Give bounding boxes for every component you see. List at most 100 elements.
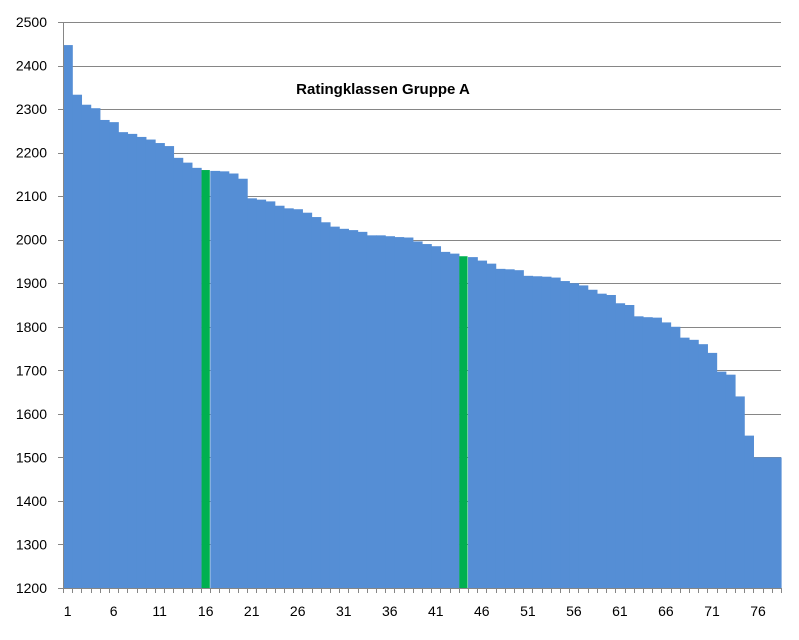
y-tick-label-1300: 1300	[16, 536, 47, 552]
x-tick-label-46: 46	[474, 603, 490, 619]
x-tick-label-21: 21	[244, 603, 260, 619]
y-tick-label-1500: 1500	[16, 449, 47, 465]
bar-46	[477, 260, 488, 588]
bar-25	[283, 208, 294, 588]
bar-32	[348, 230, 359, 589]
bar-57	[578, 285, 589, 588]
bar-29	[320, 222, 331, 588]
bar-41	[431, 246, 442, 588]
bar-77	[762, 457, 773, 588]
bar-74	[734, 396, 745, 588]
y-tick-label-2300: 2300	[16, 101, 47, 117]
bar-6	[109, 122, 119, 588]
bar-20	[237, 178, 248, 589]
bar-73	[725, 374, 736, 588]
y-tick-label-2200: 2200	[16, 145, 47, 161]
bar-8	[127, 133, 138, 588]
bar-39	[412, 241, 423, 588]
bar-43	[449, 253, 460, 588]
bar-14	[182, 162, 193, 588]
bar-70	[698, 344, 708, 588]
bar-7	[118, 132, 129, 588]
x-tick-label-41: 41	[428, 603, 444, 619]
bar-30	[329, 226, 340, 588]
bar-19	[228, 173, 239, 588]
bar-53	[541, 276, 552, 588]
bar-54	[550, 277, 561, 588]
bar-55	[560, 281, 570, 588]
bar-15	[191, 167, 202, 588]
x-tick-label-11: 11	[152, 603, 167, 619]
bar-60	[606, 294, 616, 588]
bar-50	[514, 270, 524, 588]
bar-33	[357, 231, 368, 589]
bar-68	[679, 337, 690, 588]
bar-75	[744, 435, 754, 588]
bar-76	[753, 457, 764, 588]
x-tick-label-1: 1	[64, 603, 72, 619]
bar-31	[339, 228, 349, 588]
bar-38	[403, 237, 414, 588]
y-tick-label-2400: 2400	[16, 58, 47, 74]
bar-9	[136, 136, 147, 588]
bar-37	[394, 237, 405, 588]
bar-56	[569, 283, 580, 588]
bar-4	[90, 108, 101, 589]
bar-66	[661, 322, 672, 588]
y-tick-label-1900: 1900	[16, 275, 47, 291]
chart-title: Ratingklassen Gruppe A	[296, 81, 470, 98]
bar-5	[99, 119, 110, 589]
bar-51	[523, 275, 534, 588]
bar-78	[771, 457, 782, 588]
bar-24	[274, 205, 285, 589]
bar-21	[247, 198, 257, 588]
bar-67	[670, 326, 681, 588]
y-tick-label-1200: 1200	[16, 580, 47, 596]
bar-2	[72, 94, 83, 589]
x-tick-label-71: 71	[704, 603, 720, 619]
bar-36	[385, 236, 395, 588]
bar-17	[210, 170, 221, 588]
bar-45	[468, 257, 478, 588]
bar-18	[219, 171, 230, 588]
y-tick-labels: 1200 1300 1400 1500 1600 1700 1800 1900 2000 2100…	[16, 14, 47, 596]
bar-65	[652, 317, 662, 588]
bar-49	[504, 269, 515, 588]
x-tick-label-76: 76	[750, 603, 766, 619]
bar-22	[256, 199, 267, 588]
bars	[63, 45, 782, 589]
bar-64	[642, 317, 653, 588]
y-tick-label-2000: 2000	[16, 232, 47, 248]
bar-63	[633, 316, 644, 588]
bar-72	[716, 371, 727, 588]
bar-10	[145, 139, 156, 589]
bar-71	[707, 352, 718, 588]
bar-48	[495, 268, 506, 588]
bar-28	[311, 217, 322, 589]
bar-58	[587, 289, 598, 588]
highlight-bar-44	[459, 256, 468, 588]
x-tick-label-61: 61	[612, 603, 628, 619]
x-tick-label-56: 56	[566, 603, 582, 619]
x-tick-label-16: 16	[198, 603, 214, 619]
highlight-bar-16	[201, 170, 210, 588]
bar-40	[422, 244, 432, 589]
x-tick-label-51: 51	[520, 603, 536, 619]
bar-11	[155, 143, 165, 589]
y-tick-label-1600: 1600	[16, 406, 47, 422]
bar-42	[440, 251, 451, 588]
bar-61	[615, 303, 626, 588]
bar-23	[265, 201, 276, 588]
y-tick-label-1800: 1800	[16, 319, 47, 335]
bar-1	[63, 45, 73, 588]
bar-52	[532, 276, 543, 588]
y-tick-label-1400: 1400	[16, 493, 47, 509]
y-tick-label-2500: 2500	[16, 14, 47, 30]
x-tick-label-36: 36	[382, 603, 398, 619]
bar-47	[486, 263, 497, 588]
x-tick-label-31: 31	[336, 603, 352, 619]
bar-12	[164, 146, 175, 588]
axes	[58, 22, 782, 593]
